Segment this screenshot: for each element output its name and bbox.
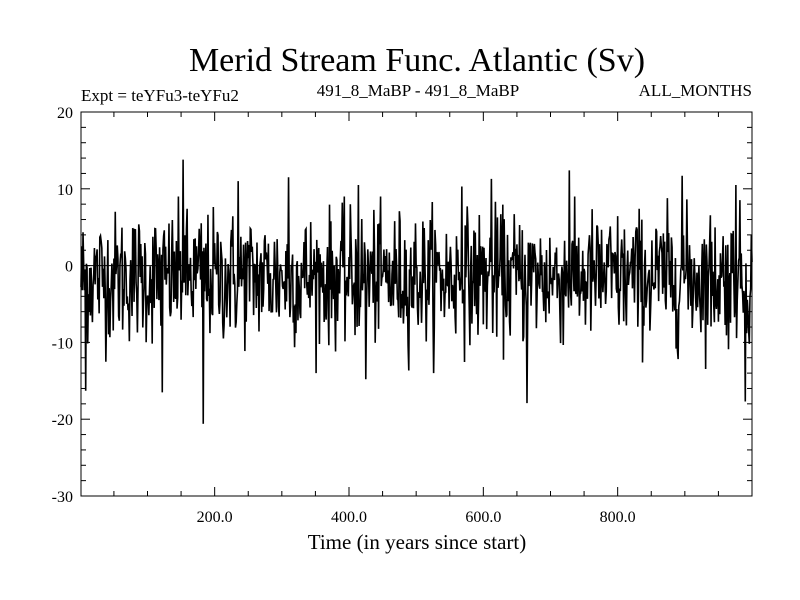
y-tick-label: -10 — [52, 335, 73, 352]
x-axis-label: Time (in years since start) — [308, 530, 527, 554]
x-tick-label: 400.0 — [331, 509, 367, 526]
x-tick-label: 600.0 — [465, 509, 501, 526]
subtitle-right: ALL_MONTHS — [639, 81, 752, 100]
data-series-line — [80, 159, 753, 424]
subtitle-center: 491_8_MaBP - 491_8_MaBP — [317, 81, 519, 100]
x-tick-label: 200.0 — [197, 509, 233, 526]
x-tick-label: 800.0 — [600, 509, 636, 526]
y-axis-labels: 20 10 0 -10 -20 -30 — [52, 105, 73, 506]
x-axis-labels: 200.0 400.0 600.0 800.0 — [197, 509, 636, 526]
y-tick-label: 10 — [57, 182, 73, 199]
plot-area: 20 10 0 -10 -20 -30 200.0 400.0 600.0 800.0 — [52, 105, 753, 526]
y-tick-label: 20 — [57, 105, 73, 122]
y-tick-label: 0 — [65, 259, 73, 276]
y-tick-label: -30 — [52, 489, 73, 506]
y-tick-label: -20 — [52, 412, 73, 429]
subtitle-left: Expt = teYFu3-teYFu2 — [81, 86, 239, 105]
chart-title: Merid Stream Func. Atlantic (Sv) — [189, 42, 645, 79]
